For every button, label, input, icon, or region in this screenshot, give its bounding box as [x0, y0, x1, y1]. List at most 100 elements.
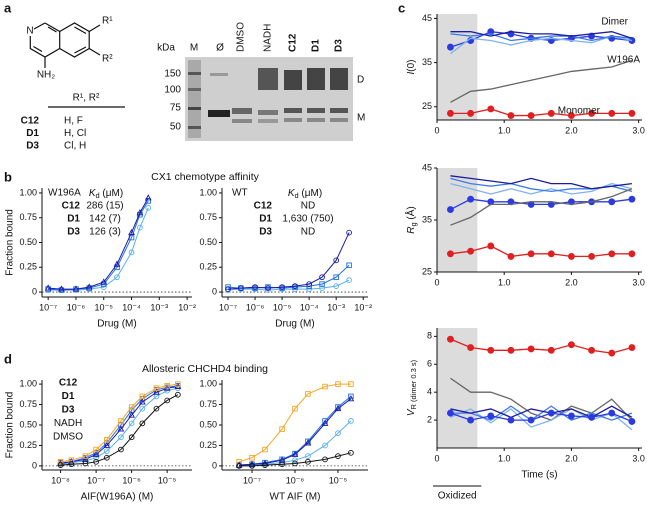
x-tick-label: 10⁻⁶: [286, 475, 305, 485]
data-point: [128, 404, 135, 410]
data-point: [346, 229, 352, 236]
data-point: [567, 112, 575, 120]
data-point: [335, 430, 341, 437]
shaded-period: [437, 14, 478, 120]
data-point: [348, 418, 354, 424]
data-point: [567, 341, 575, 349]
data-point: [128, 228, 135, 236]
data-point: [487, 242, 495, 250]
series-line: [450, 245, 632, 258]
data-point: [628, 195, 636, 203]
data-point: [249, 463, 255, 469]
data-point: [322, 383, 328, 390]
y-tick-label: 0.50: [199, 237, 217, 247]
chart-title: CX1 chemotype affinity: [151, 171, 260, 183]
data-point: [467, 344, 475, 351]
data-point: [628, 109, 636, 117]
series-line: [48, 197, 149, 290]
y-tick-label: 1.00: [19, 187, 37, 197]
data-point: [348, 449, 354, 456]
series-line: [450, 412, 633, 423]
label-part: V: [406, 408, 417, 416]
data-point: [58, 285, 65, 292]
kd-header: Kd (μM): [89, 188, 123, 200]
data-point: [507, 346, 515, 354]
data-point: [628, 344, 636, 351]
data-point: [82, 453, 89, 459]
data-point: [175, 391, 181, 398]
data-point: [93, 446, 99, 453]
kd-value: 286 (15): [86, 201, 123, 212]
data-point: [57, 462, 64, 468]
data-point: [333, 283, 340, 289]
data-point: [321, 419, 329, 426]
y-tick-label: 2: [427, 414, 432, 424]
x-tick-label: 10⁻⁴: [300, 302, 319, 312]
data-point: [103, 448, 110, 455]
y-tick-label: 0: [32, 460, 37, 470]
data-point: [139, 393, 146, 400]
compound-name: C12: [21, 116, 40, 127]
label-part: (Å): [404, 206, 417, 222]
y-tick-label: 0.75: [19, 212, 37, 222]
data-point: [322, 442, 328, 449]
y-tick-label: 0.75: [199, 399, 217, 409]
series-line: [227, 264, 350, 289]
mw-marker: 50: [170, 122, 182, 133]
data-point: [628, 250, 636, 258]
data-point: [567, 412, 575, 420]
atom-label: NH₂: [37, 70, 55, 81]
y-tick-label: 0.50: [199, 419, 217, 429]
x-tick-label: 10⁻⁵: [94, 302, 113, 312]
series-line: [450, 59, 633, 103]
series-line: [450, 405, 633, 419]
data-point: [487, 28, 495, 36]
data-point: [527, 416, 535, 424]
label-part: d: [294, 191, 298, 200]
x-axis-label: Drug (M): [275, 319, 314, 330]
data-point: [138, 398, 146, 405]
data-point: [104, 436, 110, 443]
series-line: [60, 394, 179, 466]
data-point: [527, 112, 535, 120]
data-point: [348, 393, 354, 400]
label-part: (μM): [100, 188, 124, 199]
data-point: [291, 450, 299, 457]
y-tick-label: 1.00: [199, 187, 217, 197]
y-tick-label: 4: [427, 387, 432, 397]
label-part: R: [406, 227, 417, 234]
data-point: [547, 109, 555, 117]
y-tick-label: 45: [422, 13, 432, 23]
x-tick-label: 3.0: [632, 277, 645, 287]
legend-title: W196A: [48, 188, 81, 199]
y-tick-label: 1.00: [19, 378, 37, 388]
structure: [29, 22, 125, 108]
data-point: [145, 204, 152, 211]
data-point: [487, 412, 495, 420]
y-tick-label: 0.50: [19, 419, 37, 429]
series-line: [60, 387, 178, 465]
series-line: [60, 385, 178, 464]
data-point: [153, 388, 160, 395]
substituent-label: R²: [102, 54, 113, 65]
y-axis-label: Fraction bound: [5, 392, 16, 459]
data-point: [446, 109, 454, 117]
compound-name: D1: [26, 128, 39, 139]
data-point: [304, 439, 312, 446]
data-point: [335, 453, 341, 459]
series-line: [450, 35, 633, 55]
panel-label: c: [398, 0, 405, 15]
data-point: [446, 409, 454, 417]
atom-label: N: [26, 26, 33, 37]
x-axis-label: AIF(W196A) (M): [81, 492, 154, 503]
data-point: [164, 382, 170, 389]
data-point: [305, 391, 311, 397]
data-point: [113, 260, 121, 267]
label-part: g: [409, 222, 418, 226]
band-label: D: [357, 75, 364, 86]
data-point: [128, 434, 135, 441]
data-point: [507, 252, 515, 260]
data-point: [57, 459, 64, 465]
legend-entry: C12: [62, 201, 81, 212]
x-tick-label: 10⁻²: [354, 302, 372, 312]
